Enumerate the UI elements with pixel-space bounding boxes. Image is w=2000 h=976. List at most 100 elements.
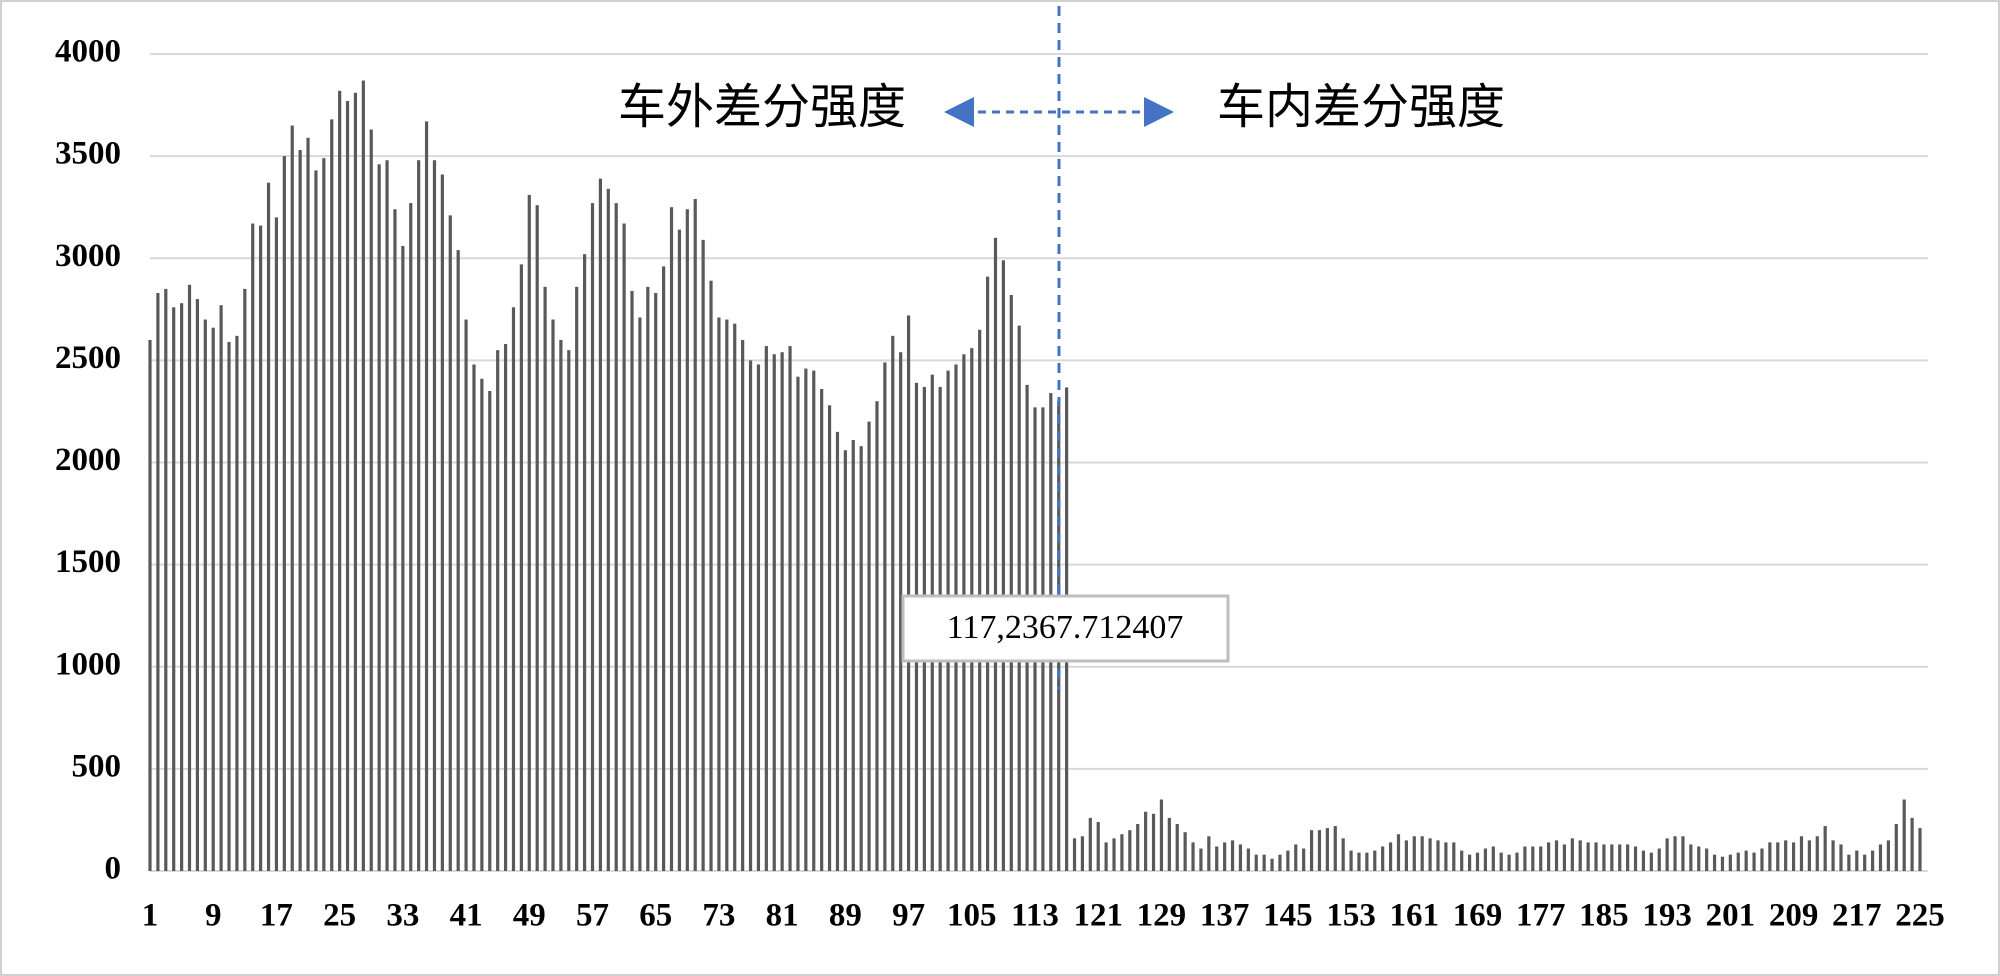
bar xyxy=(875,401,879,871)
bar xyxy=(369,129,373,871)
bar xyxy=(590,203,595,872)
bar xyxy=(827,405,832,871)
bar xyxy=(701,239,705,871)
bar xyxy=(1531,846,1535,871)
bar xyxy=(1768,842,1772,871)
bar xyxy=(1776,842,1780,871)
bar xyxy=(448,215,452,872)
bar xyxy=(1365,852,1369,871)
bar xyxy=(511,307,516,871)
x-tick-label: 73 xyxy=(702,898,735,934)
bar xyxy=(1910,817,1914,871)
bar xyxy=(1855,850,1859,871)
bar xyxy=(582,254,587,872)
bar xyxy=(1491,846,1495,871)
bar xyxy=(424,121,429,872)
bar xyxy=(1072,838,1077,871)
bar xyxy=(899,352,903,872)
bar xyxy=(1799,836,1804,871)
bar xyxy=(401,245,405,871)
bar xyxy=(1870,850,1875,871)
bar xyxy=(235,335,239,871)
bar xyxy=(290,125,294,872)
bar xyxy=(488,391,492,871)
bar xyxy=(551,319,555,871)
bar xyxy=(1428,838,1432,871)
x-tick-label: 193 xyxy=(1642,898,1692,934)
bar xyxy=(717,317,721,871)
bar xyxy=(993,237,998,871)
bar xyxy=(259,225,263,871)
bar xyxy=(820,388,824,871)
bar xyxy=(1309,830,1314,871)
x-tick-label: 121 xyxy=(1073,898,1123,934)
bar xyxy=(1839,844,1843,871)
bar xyxy=(1136,824,1140,871)
bar xyxy=(535,205,539,871)
bar xyxy=(1752,852,1756,871)
bar xyxy=(393,209,397,872)
bar xyxy=(1294,844,1298,871)
bar xyxy=(1807,840,1811,871)
bar xyxy=(1254,854,1258,871)
bar xyxy=(1499,852,1503,871)
bar xyxy=(1689,844,1693,871)
bar xyxy=(203,319,207,871)
annotation: 车内差分强度 xyxy=(1217,81,1505,134)
bar xyxy=(883,362,887,871)
bar xyxy=(1475,852,1480,871)
bar xyxy=(1199,848,1203,871)
x-tick-label: 97 xyxy=(892,898,925,934)
bar xyxy=(1507,854,1511,871)
x-tick-label: 105 xyxy=(947,898,997,934)
bar xyxy=(345,100,350,872)
bar xyxy=(227,341,231,871)
bar xyxy=(1001,260,1005,872)
bar xyxy=(1238,844,1243,871)
x-tick-label: 185 xyxy=(1579,898,1629,934)
bar xyxy=(788,346,792,871)
bar xyxy=(219,305,223,871)
bar xyxy=(1302,848,1306,871)
bar xyxy=(156,292,160,871)
bar xyxy=(772,354,776,871)
bar xyxy=(638,317,642,871)
bar xyxy=(432,160,437,871)
bar xyxy=(630,290,634,871)
bar xyxy=(1009,295,1013,871)
bar xyxy=(741,339,745,871)
bar xyxy=(496,350,500,872)
bar xyxy=(1262,854,1266,871)
bar xyxy=(622,223,626,872)
bar xyxy=(1096,821,1100,871)
x-tick-label: 145 xyxy=(1263,898,1313,934)
bar xyxy=(251,223,255,872)
bar xyxy=(567,350,571,872)
bar xyxy=(780,352,784,872)
bar xyxy=(1902,799,1906,871)
bar xyxy=(1886,840,1890,871)
y-tick-label: 500 xyxy=(72,748,122,784)
y-tick-label: 3500 xyxy=(55,136,121,172)
bar xyxy=(1515,852,1519,871)
bar xyxy=(1167,817,1171,871)
bar xyxy=(472,364,476,871)
bar xyxy=(543,286,547,872)
bar xyxy=(725,319,729,871)
x-tick-label: 209 xyxy=(1769,898,1819,934)
bar xyxy=(1223,842,1227,871)
bar xyxy=(274,217,279,871)
y-tick-label: 1500 xyxy=(55,544,121,580)
bar xyxy=(685,209,689,872)
bar xyxy=(835,431,840,871)
bar xyxy=(1270,858,1274,871)
bar xyxy=(1570,838,1574,871)
bar xyxy=(606,188,610,871)
x-tick-label: 25 xyxy=(323,898,356,934)
bar xyxy=(1815,836,1819,871)
bar xyxy=(1191,842,1195,871)
x-tick-label: 57 xyxy=(576,898,609,934)
bar xyxy=(377,164,381,872)
bar xyxy=(1728,854,1732,871)
